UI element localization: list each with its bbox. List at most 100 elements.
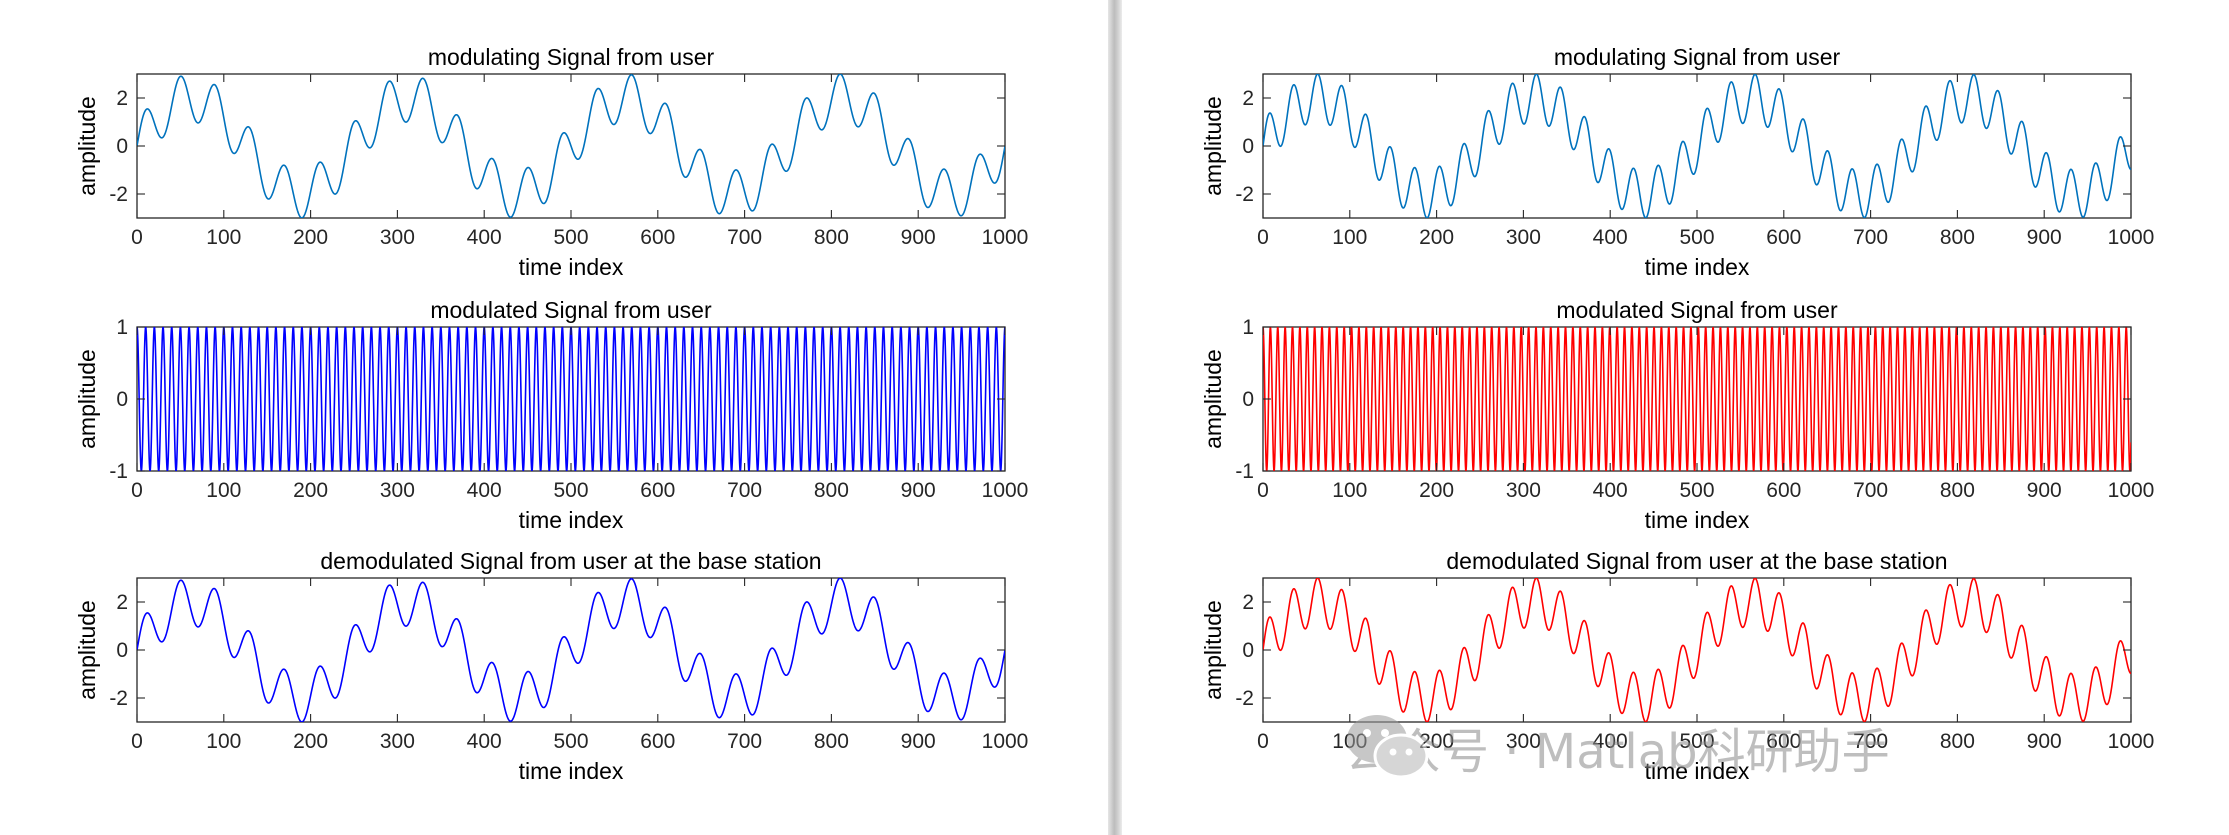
x-tick-label: 400	[467, 730, 502, 753]
x-tick-label: 100	[1332, 479, 1367, 502]
x-tick-label: 900	[901, 226, 936, 249]
x-tick-label: 900	[2027, 730, 2062, 753]
y-tick-label: 2	[1242, 591, 1254, 614]
y-tick-label: -2	[109, 687, 128, 710]
y-tick-label: 2	[116, 87, 128, 110]
x-tick-label: 500	[553, 226, 588, 249]
x-axis-label: time index	[1645, 254, 1750, 280]
x-tick-label: 700	[1853, 479, 1888, 502]
series-line	[1263, 74, 2131, 218]
x-tick-label: 500	[553, 730, 588, 753]
x-tick-label: 0	[1257, 479, 1269, 502]
y-axis-label: amplitude	[74, 96, 100, 196]
y-tick-label: 0	[116, 388, 128, 411]
x-tick-label: 0	[131, 730, 143, 753]
y-tick-label: 0	[116, 135, 128, 158]
y-tick-label: 2	[1242, 87, 1254, 110]
x-tick-label: 900	[2027, 479, 2062, 502]
y-tick-label: -2	[1235, 183, 1254, 206]
x-tick-label: 800	[814, 730, 849, 753]
series-line	[137, 578, 1005, 722]
x-tick-label: 100	[206, 730, 241, 753]
x-tick-label: 400	[467, 479, 502, 502]
subplot-right-mid: 0 100 200 300 400 500 600 700 800 900 1000-101modu…	[1200, 297, 2154, 533]
y-tick-label: 0	[1242, 388, 1254, 411]
y-tick-label: 0	[1242, 135, 1254, 158]
x-tick-label: 0	[131, 226, 143, 249]
x-axis-label: time index	[519, 758, 624, 784]
x-axis-label: time index	[1645, 507, 1750, 533]
x-tick-label: 800	[1940, 730, 1975, 753]
subplot-title: modulating Signal from user	[428, 44, 715, 70]
x-tick-label: 600	[640, 479, 675, 502]
y-tick-label: 1	[116, 316, 128, 339]
y-tick-label: 1	[1242, 316, 1254, 339]
x-tick-label: 100	[206, 479, 241, 502]
x-tick-label: 300	[1506, 479, 1541, 502]
x-tick-label: 1000	[2108, 479, 2155, 502]
series-line	[1263, 327, 2131, 471]
y-tick-label: 0	[1242, 639, 1254, 662]
x-tick-label: 500	[1679, 226, 1714, 249]
x-tick-label: 200	[1419, 226, 1454, 249]
x-tick-label: 800	[814, 226, 849, 249]
y-axis-label: amplitude	[74, 600, 100, 700]
x-tick-label: 300	[1506, 730, 1541, 753]
y-axis-label: amplitude	[1200, 600, 1226, 700]
x-tick-label: 200	[1419, 730, 1454, 753]
x-tick-label: 1000	[982, 730, 1029, 753]
x-tick-label: 700	[1853, 730, 1888, 753]
subplot-title: demodulated Signal from user at the base…	[1446, 548, 1947, 574]
x-tick-label: 900	[901, 730, 936, 753]
x-tick-label: 200	[1419, 479, 1454, 502]
x-tick-label: 100	[206, 226, 241, 249]
x-tick-label: 700	[727, 730, 762, 753]
subplot-left-bottom: 0 100 200 300 400 500 600 700 800 900 1000-202demo…	[74, 548, 1028, 784]
x-tick-label: 800	[1940, 226, 1975, 249]
figure-left-canvas: 0 100 200 300 400 500 600 700 800 900 1000-202modu…	[74, 44, 1028, 784]
x-axis-label: time index	[519, 254, 624, 280]
x-tick-label: 500	[1679, 479, 1714, 502]
x-tick-label: 100	[1332, 226, 1367, 249]
x-tick-label: 1000	[2108, 226, 2155, 249]
subplot-title: modulated Signal from user	[1556, 297, 1838, 323]
x-tick-label: 1000	[2108, 730, 2155, 753]
x-tick-label: 400	[1593, 730, 1628, 753]
x-tick-label: 300	[380, 226, 415, 249]
x-tick-label: 700	[1853, 226, 1888, 249]
x-axis-label: time index	[519, 507, 624, 533]
x-tick-label: 300	[1506, 226, 1541, 249]
figure-window-right: 0 100 200 300 400 500 600 700 800 900 1000 -2 0 2 modu…	[1122, 0, 2229, 835]
figure-right-canvas: 0 100 200 300 400 500 600 700 800 900 1000-202modu…	[1200, 44, 2154, 784]
series-line	[1263, 578, 2131, 722]
x-tick-label: 0	[1257, 226, 1269, 249]
x-tick-label: 900	[901, 479, 936, 502]
x-axis-label: time index	[1645, 758, 1750, 784]
subplot-right-top: 0 100 200 300 400 500 600 700 800 900 1000-202modu…	[1200, 44, 2154, 280]
subplot-title: modulating Signal from user	[1554, 44, 1841, 70]
x-tick-label: 200	[293, 479, 328, 502]
x-tick-label: 0	[1257, 730, 1269, 753]
subplot-right-bottom: 0 100 200 300 400 500 600 700 800 900 1000-202demo…	[1200, 548, 2154, 784]
x-tick-label: 700	[727, 226, 762, 249]
x-tick-label: 400	[467, 226, 502, 249]
x-tick-label: 400	[1593, 226, 1628, 249]
axes-box	[136, 326, 1006, 472]
y-axis-label: amplitude	[74, 349, 100, 449]
series-line	[137, 327, 1005, 471]
x-tick-label: 600	[640, 226, 675, 249]
x-tick-label: 800	[1940, 479, 1975, 502]
y-axis-label: amplitude	[1200, 349, 1226, 449]
subplot-left-top: 0 100 200 300 400 500 600 700 800 900 1000-202modu…	[74, 44, 1028, 280]
y-axis-label: amplitude	[1200, 96, 1226, 196]
x-tick-label: 500	[1679, 730, 1714, 753]
x-tick-label: 200	[293, 226, 328, 249]
subplot-left-mid: 0 100 200 300 400 500 600 700 800 900 1000-101modu…	[74, 297, 1028, 533]
x-tick-label: 300	[380, 479, 415, 502]
x-tick-label: 1000	[982, 226, 1029, 249]
x-tick-label: 900	[2027, 226, 2062, 249]
x-tick-label: 600	[1766, 226, 1801, 249]
y-tick-label: -1	[109, 460, 128, 483]
subplot-title: modulated Signal from user	[430, 297, 712, 323]
x-tick-label: 600	[1766, 479, 1801, 502]
